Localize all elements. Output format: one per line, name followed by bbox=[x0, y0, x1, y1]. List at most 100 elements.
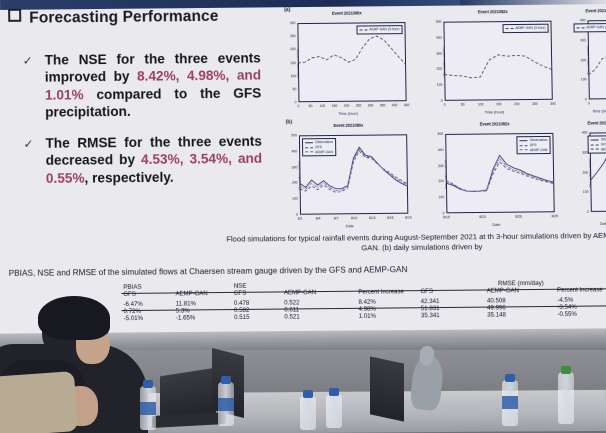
chart-series-line bbox=[443, 54, 552, 79]
chart-xtick: 8/19 bbox=[405, 215, 412, 220]
chart-title: Event 2021090x bbox=[587, 120, 606, 126]
chart-xtick: 200 bbox=[343, 103, 350, 108]
water-bottle-1 bbox=[140, 380, 156, 430]
chart-ytick: 300 bbox=[582, 150, 588, 155]
chart-xtick: 8/1 bbox=[297, 216, 303, 221]
chart-xtick: 200 bbox=[513, 101, 520, 106]
chart-xtick: 150 bbox=[495, 101, 502, 106]
bottle-cap bbox=[143, 380, 153, 388]
bottle-label bbox=[140, 402, 156, 415]
chart-xlabel: Date bbox=[600, 221, 606, 226]
chart-series-line bbox=[587, 36, 606, 76]
legend-swatch-icon bbox=[576, 27, 585, 29]
chart-xtick: 250 bbox=[531, 101, 538, 106]
metrics-table: PBIAS NSE RMSE (mm/day) GFS AEMP-GAN GFS AEMP-… bbox=[121, 279, 606, 322]
chart-xlabel: Date bbox=[345, 224, 354, 229]
foreground-chair bbox=[0, 371, 78, 433]
chart-xtick: 350 bbox=[379, 102, 386, 107]
chart-xlabel: Date bbox=[492, 222, 501, 227]
table-column-header: GFS bbox=[233, 290, 247, 297]
chart-series-layer bbox=[297, 35, 406, 66]
chart-ytick: 400 bbox=[435, 35, 442, 40]
table-column-header: Percent Increase bbox=[358, 289, 404, 296]
water-bottle-green bbox=[558, 366, 574, 424]
chart-legend-label: AEMP-GAN bbox=[315, 149, 333, 154]
chart-xlabel: Time (hour) bbox=[484, 110, 505, 115]
legend-swatch-icon bbox=[359, 29, 368, 31]
chart-a-event2: Event 2021082xStreamflow (m3/s)Time (hou… bbox=[430, 9, 557, 114]
table-cell: -0.55% bbox=[557, 310, 577, 319]
table-column-header: GFS bbox=[123, 291, 136, 298]
chart-ytick: 200 bbox=[582, 170, 589, 175]
water-bottle-5 bbox=[502, 374, 518, 426]
chart-a-event3: Event 2021090xStreamflow (m3/s)Time (hou… bbox=[573, 8, 606, 113]
chart-xtick: 50 bbox=[308, 103, 313, 108]
chart-series-line bbox=[446, 162, 555, 192]
bullet-text-rmse: The RMSE for the three events decreased … bbox=[45, 133, 262, 187]
figure-caption: Flood simulations for typical rainfall e… bbox=[226, 230, 606, 253]
chart-ytick: 200 bbox=[291, 180, 298, 186]
chart-legend-label: AEMP-GAN (3-hour) bbox=[586, 25, 606, 30]
chart-ytick: 300 bbox=[580, 38, 586, 43]
bottle-cap bbox=[329, 388, 339, 396]
chart-xtick: 150 bbox=[331, 103, 338, 108]
table-body: -6.47% 11.81% 0.478 0.522 8.42% 42.341 40.508-… bbox=[121, 296, 606, 323]
chart-xtick: 100 bbox=[319, 103, 326, 108]
chart-title: Event 2021080x bbox=[333, 122, 364, 128]
chart-xtick: 300 bbox=[549, 101, 556, 106]
table-column-header: AEMP-GAN bbox=[175, 291, 208, 298]
table-group-header: PBIAS bbox=[123, 283, 142, 291]
chart-legend-label: AEMP-GAN (3-hour) bbox=[515, 25, 546, 31]
bullet-item-rmse: ✓ The RMSE for the three events decrease… bbox=[23, 133, 262, 187]
bottle-label bbox=[218, 398, 234, 411]
laptop-screen-right bbox=[370, 356, 404, 422]
table-cell: 35.148 bbox=[487, 311, 506, 319]
chart-ytick: 400 bbox=[437, 147, 444, 152]
chart-ytick: 150 bbox=[290, 60, 296, 65]
chart-ytick: 100 bbox=[436, 82, 443, 88]
chart-ytick: 100 bbox=[290, 73, 297, 78]
legend-swatch-icon bbox=[590, 144, 599, 146]
chart-ytick: 200 bbox=[580, 57, 587, 62]
chart-ytick: 500 bbox=[291, 133, 297, 138]
bottle-label bbox=[502, 396, 518, 409]
chart-legend-entry: AEMP-GAN bbox=[590, 147, 606, 152]
chart-title: Event 2021090x bbox=[585, 8, 606, 14]
bullet-text-nse: The NSE for the three events improved by… bbox=[45, 49, 262, 120]
water-bottle-2 bbox=[218, 376, 234, 426]
chart-xtick: 0 bbox=[443, 102, 446, 107]
chart-ytick: 0 bbox=[586, 209, 589, 214]
chart-xtick: 8/10 bbox=[350, 215, 358, 220]
legend-swatch-icon bbox=[305, 146, 314, 148]
chart-a-event1: Event 2021080xStreamflow (m3/s)Time (hou… bbox=[284, 10, 411, 115]
water-bottle-3 bbox=[300, 390, 316, 430]
chart-series-line bbox=[446, 158, 555, 192]
legend-swatch-icon bbox=[305, 151, 314, 153]
chart-legend: AEMP-GAN (3-hour) bbox=[502, 23, 549, 33]
chart-legend-entry: AEMP-GAN (3-hour) bbox=[576, 25, 606, 30]
chart-ytick: 100 bbox=[438, 195, 445, 200]
chart-legend-entry: AEMP-GAN (3-hour) bbox=[505, 25, 546, 31]
chart-xtick: 300 bbox=[367, 103, 374, 108]
chart-xlabel: Time (hour) bbox=[338, 111, 358, 116]
chart-ytick: 300 bbox=[437, 163, 444, 168]
chart-ytick: 400 bbox=[581, 130, 588, 135]
chart-legend-entry: AEMP-GAN bbox=[305, 150, 333, 155]
legend-swatch-icon bbox=[519, 144, 528, 146]
chart-ytick: 100 bbox=[292, 196, 298, 201]
legend-swatch-icon bbox=[305, 142, 314, 144]
chart-ytick: 400 bbox=[579, 18, 586, 23]
chart-legend: AEMP-GAN (3-hour) bbox=[356, 25, 403, 35]
chart-xtick: 0 bbox=[297, 103, 300, 108]
chart-series-line bbox=[590, 149, 606, 181]
chart-ytick: 300 bbox=[291, 165, 298, 170]
legend-swatch-icon bbox=[519, 140, 528, 142]
table-cell: 0.515 bbox=[234, 313, 250, 322]
figure-grid: (a) (b) Event 2021080xStreamflow (m3/s)T… bbox=[282, 0, 606, 229]
chart-xtick: 400 bbox=[391, 102, 398, 107]
chart-ytick: 500 bbox=[435, 19, 442, 24]
bottle-cap-green bbox=[561, 366, 571, 374]
bottle-cap bbox=[505, 374, 515, 382]
chart-xtick: 8/4 bbox=[315, 216, 321, 221]
chart-legend: Observation GFS AEMP-GAN bbox=[516, 135, 551, 155]
